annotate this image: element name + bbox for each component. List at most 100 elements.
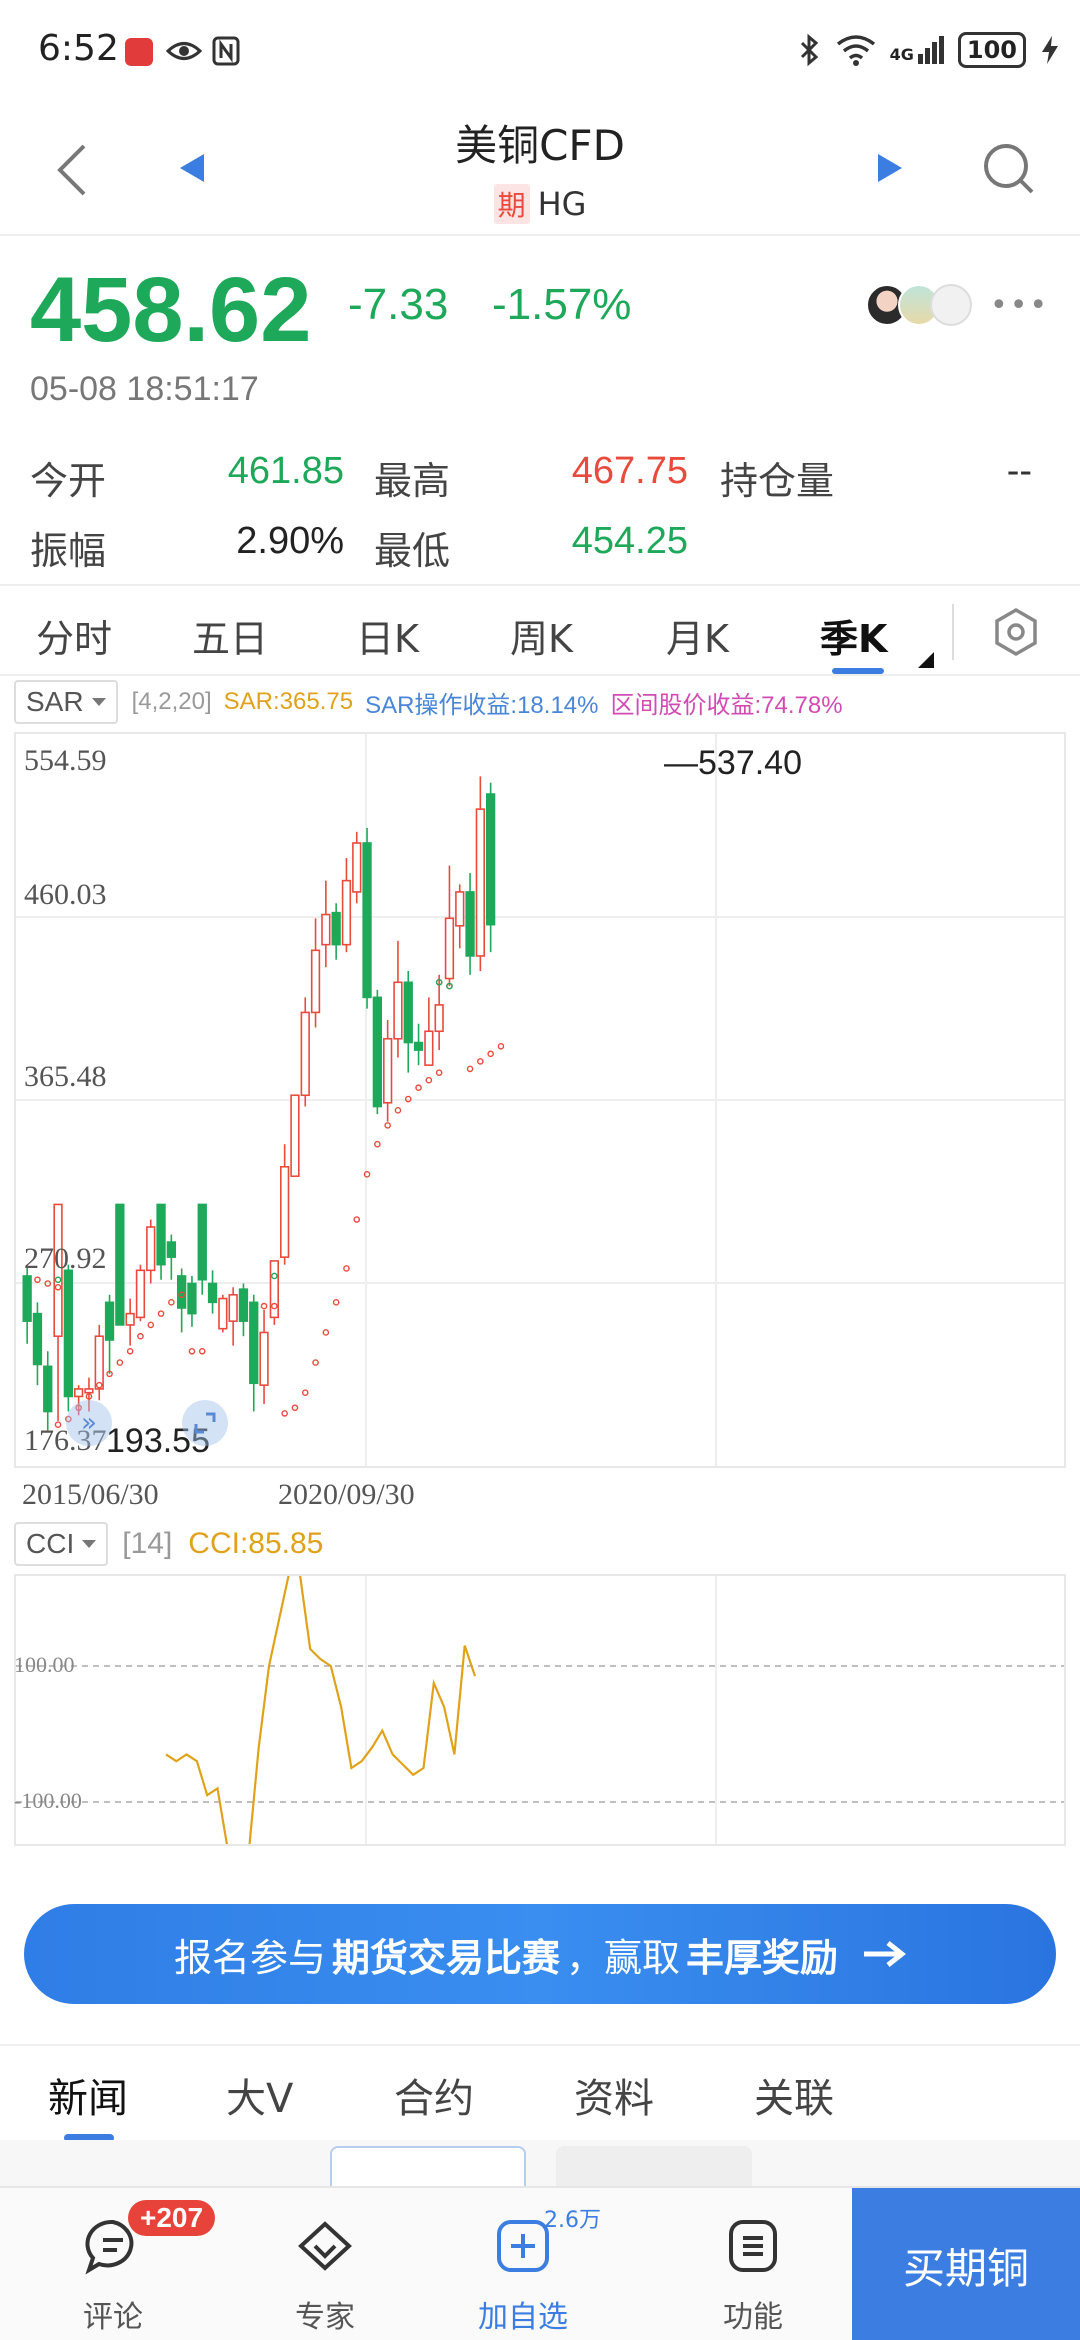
sar-dot <box>137 1332 144 1340</box>
y-tick-label: 554.59 <box>24 744 107 777</box>
tab-related[interactable]: 关联 <box>754 2076 834 2122</box>
sar-dot <box>168 1299 175 1306</box>
candle-body <box>115 1203 125 1326</box>
scroll-left-icon[interactable]: » <box>66 1400 112 1446</box>
stat-value-open: 461.85 <box>227 450 344 492</box>
tab-influencers[interactable]: 大V <box>226 2076 294 2122</box>
sar-dot <box>425 1076 433 1084</box>
sar-dot <box>54 1421 62 1428</box>
banner-text: ，赢取 <box>566 1935 681 1980</box>
sar-dot <box>312 1359 319 1366</box>
prev-instrument-icon[interactable] <box>178 152 206 184</box>
tab-contract[interactable]: 合约 <box>394 2076 474 2122</box>
battery-indicator: 100 <box>957 32 1026 68</box>
network-type: 4G <box>889 45 914 64</box>
comment-count-badge: +207 <box>128 2200 216 2236</box>
cci-chart[interactable]: 100.00 -100.00 <box>14 1574 1066 1846</box>
sar-dot <box>466 1065 474 1073</box>
watchlist-count: 2.6万 <box>544 2208 601 2233</box>
zoom-icon[interactable] <box>182 1400 228 1446</box>
cci-params: [14] <box>122 1527 173 1560</box>
candle-body <box>104 1301 115 1341</box>
tab-news[interactable]: 新闻 <box>48 2076 128 2122</box>
sar-dot <box>301 1389 309 1396</box>
candle-body <box>300 1011 310 1097</box>
tab-five-day[interactable]: 五日 <box>192 617 269 661</box>
tab-weekly-k[interactable]: 周K <box>510 617 573 661</box>
sar-indicator-row: SAR [4,2,20] SAR:365.75 SAR操作收益:18.14% 区… <box>14 680 843 724</box>
filter-chip[interactable] <box>556 2146 752 2186</box>
charging-icon <box>1042 36 1058 64</box>
instrument-code: 期 HG <box>0 184 1080 224</box>
chevron-down-icon <box>91 698 106 706</box>
banner-highlight: 期货交易比赛 <box>331 1935 560 1980</box>
next-instrument-icon[interactable] <box>876 152 904 184</box>
candle-body <box>146 1226 156 1272</box>
stat-value-high: 467.75 <box>571 450 688 492</box>
candle-body <box>341 879 352 946</box>
cci-name: CCI <box>26 1528 75 1559</box>
tab-info[interactable]: 资料 <box>574 2076 654 2122</box>
comment-button[interactable]: 评论 <box>38 2188 188 2340</box>
indicator-params: [4,2,20] <box>131 688 212 715</box>
bottom-action-bar: 评论 +207 专家 加自选 2.6万 功能 买期铜 <box>0 2186 1080 2340</box>
candle-body <box>372 996 382 1108</box>
tab-quarterly-k[interactable]: 季K <box>820 617 888 661</box>
stat-label-low: 最低 <box>374 529 451 573</box>
last-price: 458.62 <box>30 259 312 361</box>
sar-dot <box>435 1069 443 1076</box>
cci-level-label: 100.00 <box>14 1652 75 1677</box>
candle-body <box>63 1269 73 1398</box>
candle-body <box>444 917 455 980</box>
back-icon[interactable] <box>48 140 98 200</box>
price-change: -7.33 <box>348 280 449 329</box>
sar-dot <box>116 1359 124 1366</box>
expert-button[interactable]: 专家 <box>250 2188 400 2340</box>
cci-select[interactable]: CCI <box>14 1522 109 1566</box>
candle-body <box>238 1288 249 1322</box>
tab-monthly-k[interactable]: 月K <box>666 617 729 661</box>
filter-chip[interactable] <box>330 2146 526 2186</box>
sar-dot <box>446 982 453 990</box>
nav-bar: 美铜CFD 期 HG <box>0 100 1080 236</box>
candle-body <box>310 949 321 1014</box>
candle-body <box>135 1269 146 1319</box>
candle-body <box>362 842 372 999</box>
candle-body <box>218 1297 228 1330</box>
sar-dot <box>44 1280 52 1287</box>
add-watchlist-button[interactable]: 加自选 <box>448 2188 598 2340</box>
indicator-name: SAR <box>26 686 84 717</box>
tab-intraday[interactable]: 分时 <box>36 617 113 661</box>
search-icon[interactable] <box>980 140 1036 196</box>
function-button[interactable]: 功能 <box>678 2188 828 2340</box>
competition-banner[interactable]: 报名参与 期货交易比赛 ，赢取 丰厚奖励 <box>24 1904 1056 2004</box>
candle-body <box>475 808 485 957</box>
sar-dot <box>65 1280 72 1287</box>
cci-chart-svg <box>16 1576 1064 1844</box>
active-tab-indicator <box>832 668 884 674</box>
sar-dot <box>106 1370 113 1378</box>
buy-button[interactable]: 买期铜 <box>852 2188 1080 2340</box>
quote-datetime: 05-08 18:51:17 <box>30 370 259 408</box>
sar-dot <box>54 1283 62 1291</box>
function-label: 功能 <box>723 2300 783 2335</box>
kline-chart[interactable]: 554.59 460.03 365.48 270.92 176.37 —537.… <box>14 732 1066 1468</box>
sar-dot <box>95 1381 103 1389</box>
comment-label: 评论 <box>83 2300 143 2335</box>
indicator-select[interactable]: SAR <box>14 680 118 724</box>
stat-value-low: 454.25 <box>571 520 688 562</box>
sar-dot <box>374 1140 381 1148</box>
candle-body <box>331 911 341 946</box>
settings-icon[interactable] <box>990 606 1042 658</box>
tab-dropdown-corner <box>918 652 934 668</box>
candle-body <box>259 1331 269 1386</box>
more-icon[interactable]: ••• <box>990 288 1050 323</box>
user-avatars[interactable] <box>866 284 976 328</box>
expert-label: 专家 <box>295 2300 355 2335</box>
sar-dot <box>497 1043 505 1050</box>
sar-dot <box>384 1122 391 1129</box>
sar-dot <box>198 1347 206 1355</box>
eye-icon <box>166 42 202 60</box>
add-watchlist-label: 加自选 <box>478 2300 568 2335</box>
tab-daily-k[interactable]: 日K <box>356 617 419 661</box>
